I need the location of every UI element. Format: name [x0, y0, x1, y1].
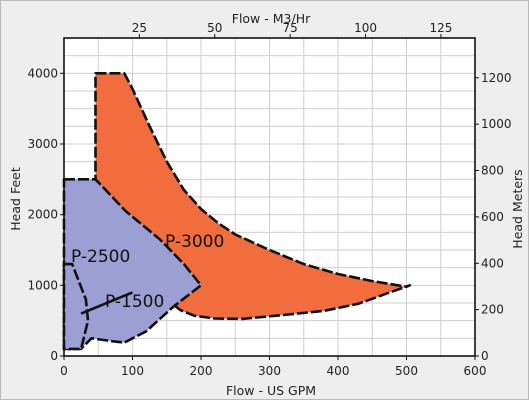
- x-tick-label: 100: [121, 364, 144, 378]
- x2-tick-label: 50: [207, 21, 222, 35]
- x2-axis-title: Flow - M3/Hr: [232, 11, 311, 26]
- y-tick-label: 4000: [27, 66, 58, 80]
- x-tick-label: 500: [395, 364, 418, 378]
- series-label-p1500: P-1500: [105, 292, 164, 312]
- x-tick-label: 300: [258, 364, 281, 378]
- series-label-p2500: P-2500: [71, 247, 130, 267]
- x-tick-label: 400: [327, 364, 350, 378]
- y-tick-label: 1000: [27, 278, 58, 292]
- y-tick-label: 0: [50, 349, 58, 363]
- y2-tick-label: 800: [481, 164, 504, 178]
- x-tick-label: 200: [190, 364, 213, 378]
- y2-tick-label: 1200: [481, 71, 512, 85]
- x2-tick-label: 125: [429, 21, 452, 35]
- series-label-p3000: P-3000: [165, 232, 224, 252]
- x2-tick-label: 100: [354, 21, 377, 35]
- x-tick-label: 0: [60, 364, 68, 378]
- y2-tick-label: 0: [481, 349, 489, 363]
- series-label-leader-p1500: [80, 291, 133, 315]
- y2-tick-label: 400: [481, 256, 504, 270]
- y2-tick-label: 600: [481, 210, 504, 224]
- x2-tick-label: 75: [283, 21, 298, 35]
- y2-tick-label: 200: [481, 303, 504, 317]
- y-tick-label: 3000: [27, 137, 58, 151]
- x-axis-title: Flow - US GPM: [226, 383, 316, 398]
- y2-tick-label: 1000: [481, 117, 512, 131]
- x-tick-label: 600: [464, 364, 487, 378]
- x2-tick-label: 25: [132, 21, 147, 35]
- y-axis-title: Head Feet: [8, 167, 23, 231]
- y-tick-label: 2000: [27, 208, 58, 222]
- y2-axis-title: Head Meters: [510, 169, 525, 248]
